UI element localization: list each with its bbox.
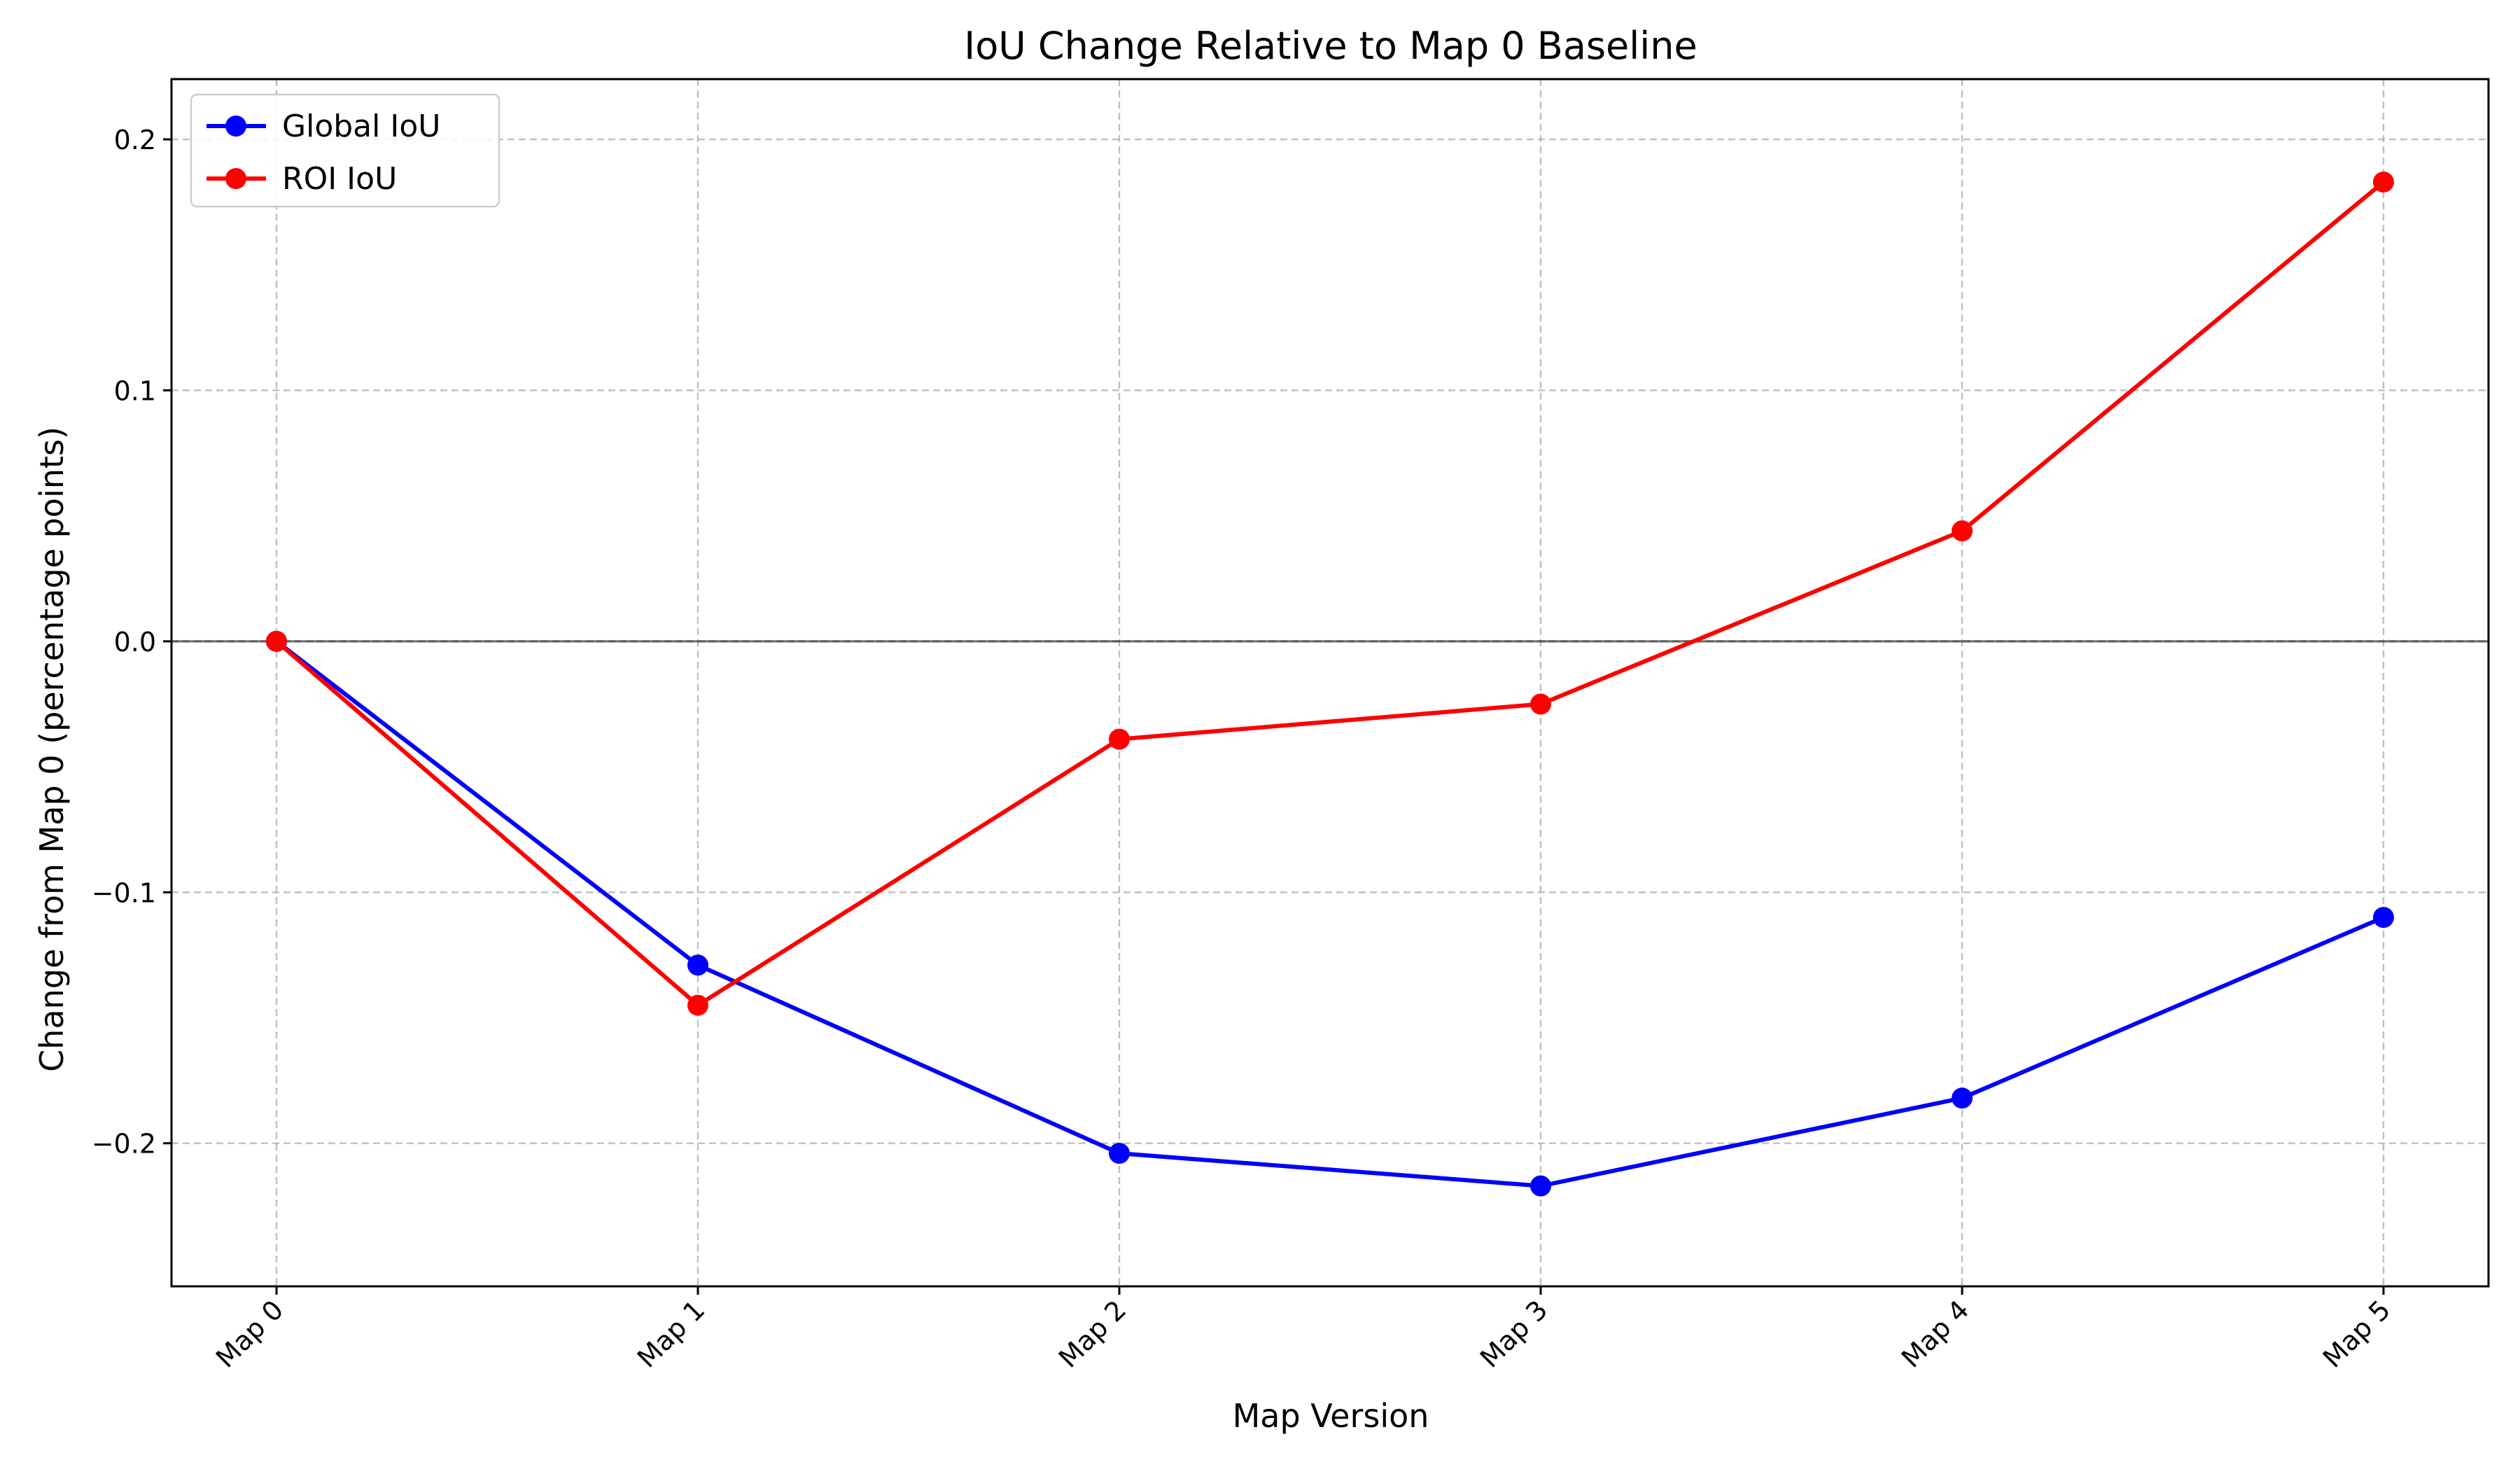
data-point: [1530, 1175, 1551, 1197]
legend-box: [190, 93, 500, 208]
y-tick-label: 0.1: [114, 375, 156, 406]
data-point: [2373, 171, 2394, 193]
legend-label: Global IoU: [282, 109, 440, 144]
data-point: [687, 994, 708, 1016]
legend-swatch-marker: [225, 168, 246, 189]
data-point: [1952, 520, 1973, 542]
data-point: [1952, 1087, 1973, 1109]
data-point: [1109, 728, 1130, 750]
y-tick-label: 0.2: [114, 125, 156, 155]
y-tick-label: −0.2: [92, 1129, 156, 1160]
data-point: [687, 954, 708, 976]
y-axis-label: Change from Map 0 (percentage points): [33, 426, 71, 1072]
plot-area-frame: [170, 78, 2490, 1288]
chart-title: IoU Change Relative to Map 0 Baseline: [964, 24, 1697, 68]
data-point: [266, 630, 287, 652]
x-axis-label: Map Version: [1233, 1397, 1429, 1435]
series-line: [274, 179, 2386, 1008]
legend-label: ROI IoU: [282, 161, 397, 197]
series-line: [274, 639, 2386, 1188]
legend: Global IoU ROI IoU: [190, 93, 500, 208]
data-point: [1530, 693, 1551, 715]
data-series: [266, 171, 2394, 1197]
y-tick-label: 0.0: [114, 627, 156, 658]
data-point: [2373, 907, 2394, 929]
y-tick-label: −0.1: [92, 877, 156, 908]
data-point: [1109, 1143, 1130, 1164]
legend-swatch-marker: [225, 116, 246, 137]
